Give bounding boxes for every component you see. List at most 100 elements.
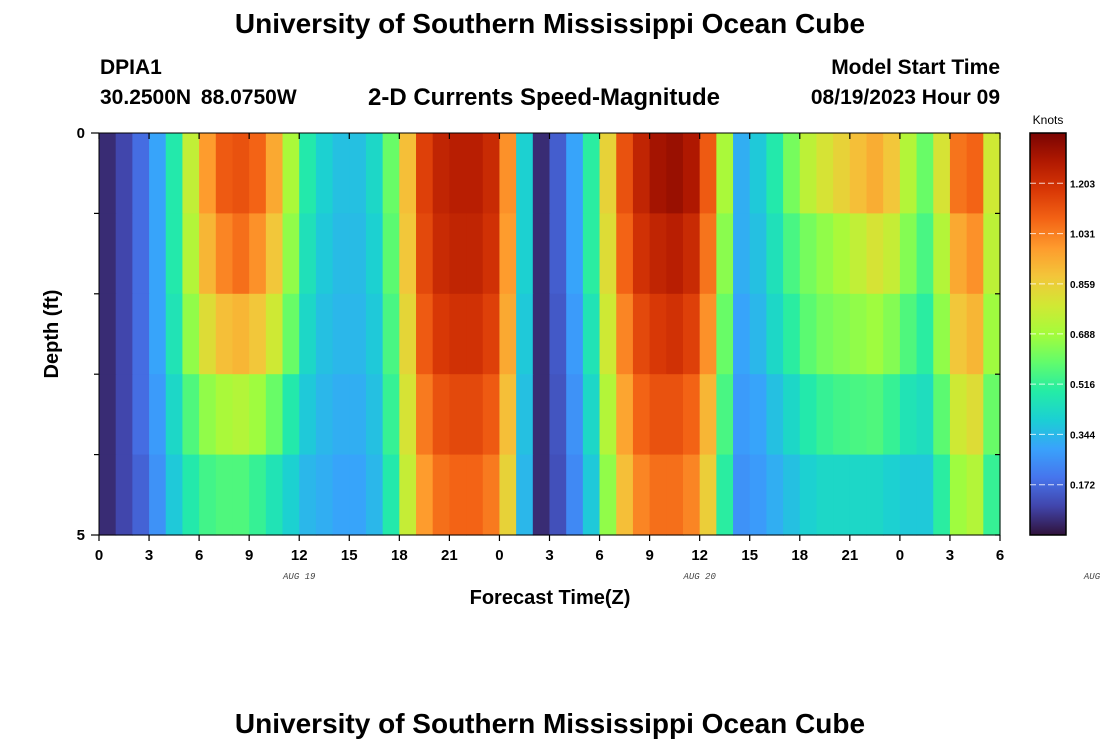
heatmap-cell: [783, 133, 801, 214]
heatmap-cell: [766, 213, 784, 295]
heatmap-cell: [265, 374, 284, 456]
heatmap-cell: [699, 213, 717, 295]
heatmap-cell: [532, 133, 551, 214]
heatmap-cell: [816, 454, 834, 536]
heatmap-cell: [299, 133, 317, 214]
heatmap-cell: [449, 293, 467, 375]
heatmap-cell: [482, 133, 501, 214]
heatmap-cell: [432, 293, 450, 375]
heatmap-cell: [315, 374, 334, 456]
heatmap-cell: [716, 374, 734, 456]
heatmap-cell: [516, 133, 534, 214]
x-tick-label: 9: [645, 547, 653, 564]
heatmap-cell: [499, 133, 517, 214]
heatmap-cell: [566, 374, 584, 456]
heatmap-cell: [549, 213, 567, 295]
x-tick-label: 3: [545, 547, 553, 564]
heatmap-cell: [182, 133, 200, 214]
heatmap-cell: [466, 454, 484, 536]
heatmap-cell: [899, 293, 918, 375]
heatmap-cell: [416, 374, 434, 456]
heatmap-cell: [883, 293, 901, 375]
heatmap-cell: [282, 293, 300, 375]
heatmap-cell: [766, 133, 784, 214]
heatmap-cell: [432, 374, 450, 456]
heatmap-cell: [265, 213, 284, 295]
heatmap-cell: [616, 293, 634, 375]
heatmap-cell: [499, 374, 517, 456]
colorbar-tick-label: 0.516: [1070, 380, 1095, 391]
heatmap-cell: [649, 374, 667, 456]
heatmap-cell: [365, 293, 384, 375]
heatmap-cell: [149, 454, 167, 536]
heatmap-cell: [582, 374, 601, 456]
colorbar-tick-label: 0.344: [1070, 430, 1095, 441]
heatmap-cell: [933, 133, 951, 214]
colorbar-tick-label: 0.172: [1070, 481, 1095, 492]
heatmap-cell: [733, 293, 751, 375]
heatmap-cell: [966, 293, 984, 375]
heatmap-cell: [332, 133, 350, 214]
heatmap-cell: [599, 213, 617, 295]
chart-title: University of Southern Mississippi Ocean…: [234, 8, 866, 39]
heatmap-cell: [482, 293, 501, 375]
heatmap-cell: [315, 133, 334, 214]
heatmap-cell: [449, 213, 467, 295]
heatmap-cell: [766, 374, 784, 456]
heatmap-cell: [215, 133, 234, 214]
heatmap-cell: [916, 293, 934, 375]
heatmap-cell: [632, 374, 651, 456]
heatmap-cell: [883, 213, 901, 295]
heatmap-cell: [532, 213, 551, 295]
heatmap-cell: [349, 133, 367, 214]
x-date-label: AUG 20: [682, 572, 716, 582]
heatmap-cell: [666, 454, 684, 536]
heatmap-cell: [682, 374, 701, 456]
x-axis-label: Forecast Time(Z): [470, 587, 631, 609]
heatmap-cell: [182, 293, 200, 375]
heatmap-cell: [933, 293, 951, 375]
heatmap-cell: [566, 454, 584, 536]
heatmap-cell: [182, 454, 200, 536]
heatmap-cell: [432, 213, 450, 295]
heatmap-cell: [733, 213, 751, 295]
x-tick-label: 12: [691, 547, 708, 564]
heatmap-cell: [799, 133, 818, 214]
heatmap-cell: [382, 454, 400, 536]
heatmap-cell: [949, 133, 968, 214]
heatmap-cell: [749, 454, 768, 536]
heatmap-cell: [566, 293, 584, 375]
heatmap-cell: [983, 293, 1001, 375]
heatmap-cell: [282, 454, 300, 536]
heatmap-cell: [265, 133, 284, 214]
heatmap-cell: [332, 213, 350, 295]
heatmap-cell: [699, 374, 717, 456]
heatmap-cell: [315, 213, 334, 295]
heatmap-cell: [733, 133, 751, 214]
heatmap-cell: [149, 213, 167, 295]
heatmap-cell: [115, 133, 133, 214]
heatmap-cell: [966, 133, 984, 214]
model-start-date: 08/19/2023 Hour 09: [810, 86, 1000, 109]
x-axis: 0 3 6 9 12 15 18 21 0 3 6 9 12 15 18 21 0 3 6 AUG 19 AUG 20 A…: [95, 133, 1100, 582]
heatmap-cell: [215, 213, 234, 295]
heatmap-cell: [899, 133, 918, 214]
heatmap-cell: [232, 454, 250, 536]
heatmap-cell: [866, 133, 884, 214]
heatmap-cell: [282, 133, 300, 214]
heatmap-cell: [182, 213, 200, 295]
heatmap-cell: [833, 293, 851, 375]
y-tick-label: 0: [77, 125, 85, 142]
heatmap-cell: [666, 133, 684, 214]
heatmap-cell: [499, 454, 517, 536]
heatmap-cell: [449, 133, 467, 214]
heatmap-cell: [449, 374, 467, 456]
x-tick-label: 6: [595, 547, 603, 564]
heatmap-cell: [199, 374, 217, 456]
heatmap-cell: [315, 454, 334, 536]
heatmap-cell: [482, 374, 501, 456]
heatmap-cell: [516, 374, 534, 456]
heatmap-cell: [632, 293, 651, 375]
heatmap-cell: [165, 293, 184, 375]
heatmap-cell: [349, 293, 367, 375]
